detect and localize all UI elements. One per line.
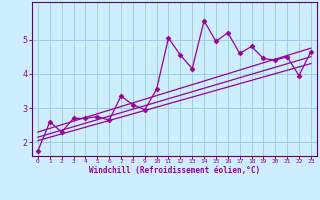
X-axis label: Windchill (Refroidissement éolien,°C): Windchill (Refroidissement éolien,°C)	[89, 166, 260, 175]
